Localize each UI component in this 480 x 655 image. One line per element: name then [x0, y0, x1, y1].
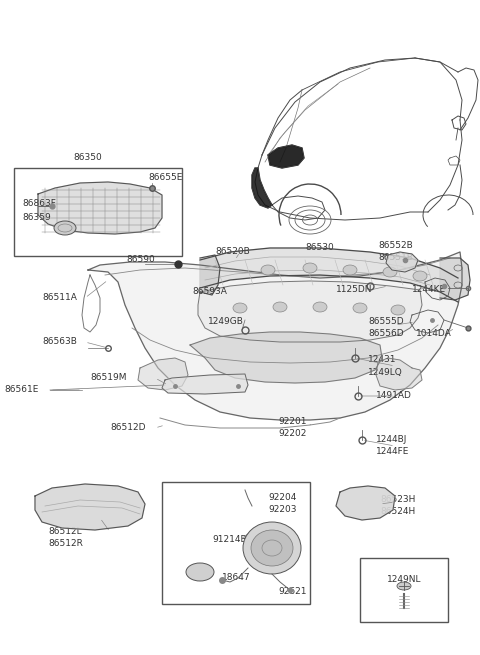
Ellipse shape [273, 302, 287, 312]
Ellipse shape [261, 265, 275, 275]
Text: 86563B: 86563B [42, 337, 77, 346]
Text: 86520B: 86520B [215, 248, 250, 257]
Text: 1244FE: 1244FE [376, 447, 409, 457]
Text: 86512L: 86512L [48, 527, 82, 536]
Text: 1244BJ: 1244BJ [376, 436, 408, 445]
Text: 86561E: 86561E [4, 386, 38, 394]
Polygon shape [200, 248, 458, 302]
Text: 92201: 92201 [278, 417, 307, 426]
Polygon shape [440, 258, 470, 300]
Ellipse shape [303, 263, 317, 273]
Text: 86524H: 86524H [380, 508, 415, 517]
Polygon shape [138, 358, 188, 390]
Polygon shape [268, 145, 304, 168]
Text: 86590: 86590 [126, 255, 155, 265]
Ellipse shape [391, 305, 405, 315]
Text: 86523H: 86523H [380, 495, 415, 504]
Ellipse shape [353, 303, 367, 313]
Text: 86519M: 86519M [90, 373, 127, 383]
Text: 12431: 12431 [368, 356, 396, 364]
Text: 86512D: 86512D [110, 424, 145, 432]
Ellipse shape [413, 271, 427, 281]
Polygon shape [198, 281, 422, 342]
Polygon shape [190, 332, 382, 383]
Text: 92204: 92204 [268, 493, 296, 502]
Ellipse shape [243, 522, 301, 574]
Text: 86359: 86359 [22, 214, 51, 223]
Text: 86655E: 86655E [148, 174, 182, 183]
Text: 1244KE: 1244KE [412, 286, 446, 295]
Polygon shape [38, 182, 162, 234]
Text: 86863F: 86863F [22, 198, 56, 208]
Text: 1249LQ: 1249LQ [368, 367, 403, 377]
Text: 1249GB: 1249GB [208, 318, 244, 326]
Text: 86555D: 86555D [368, 318, 404, 326]
Bar [360, 558, 448, 622]
Text: 1125DN: 1125DN [336, 286, 372, 295]
Ellipse shape [251, 530, 293, 566]
Ellipse shape [54, 221, 76, 235]
Text: 1491AD: 1491AD [376, 392, 412, 400]
Text: 86552B: 86552B [378, 240, 413, 250]
Bar [14, 168, 182, 256]
Polygon shape [88, 252, 462, 420]
Text: 91214B: 91214B [212, 536, 247, 544]
Text: 86512R: 86512R [48, 540, 83, 548]
Text: 86551B: 86551B [378, 252, 413, 261]
Ellipse shape [313, 302, 327, 312]
Ellipse shape [397, 582, 411, 590]
Polygon shape [336, 486, 395, 520]
Text: 86593A: 86593A [192, 288, 227, 297]
Text: 92203: 92203 [268, 506, 297, 514]
Text: 92621: 92621 [278, 588, 307, 597]
Ellipse shape [383, 267, 397, 277]
Text: 86556D: 86556D [368, 329, 404, 339]
Bar [162, 482, 310, 604]
Polygon shape [252, 168, 272, 208]
Ellipse shape [186, 563, 214, 581]
Text: 86350: 86350 [73, 153, 102, 162]
Polygon shape [162, 374, 248, 394]
Text: 92202: 92202 [278, 430, 306, 438]
Text: 86530: 86530 [305, 244, 334, 252]
Polygon shape [35, 484, 145, 530]
Ellipse shape [343, 265, 357, 275]
Polygon shape [386, 252, 418, 272]
Polygon shape [376, 358, 422, 390]
Text: 1014DA: 1014DA [416, 329, 452, 339]
Text: 86511A: 86511A [42, 293, 77, 303]
Ellipse shape [233, 303, 247, 313]
Polygon shape [200, 255, 220, 295]
Text: 18647: 18647 [222, 574, 251, 582]
Text: 1249NL: 1249NL [387, 576, 421, 584]
